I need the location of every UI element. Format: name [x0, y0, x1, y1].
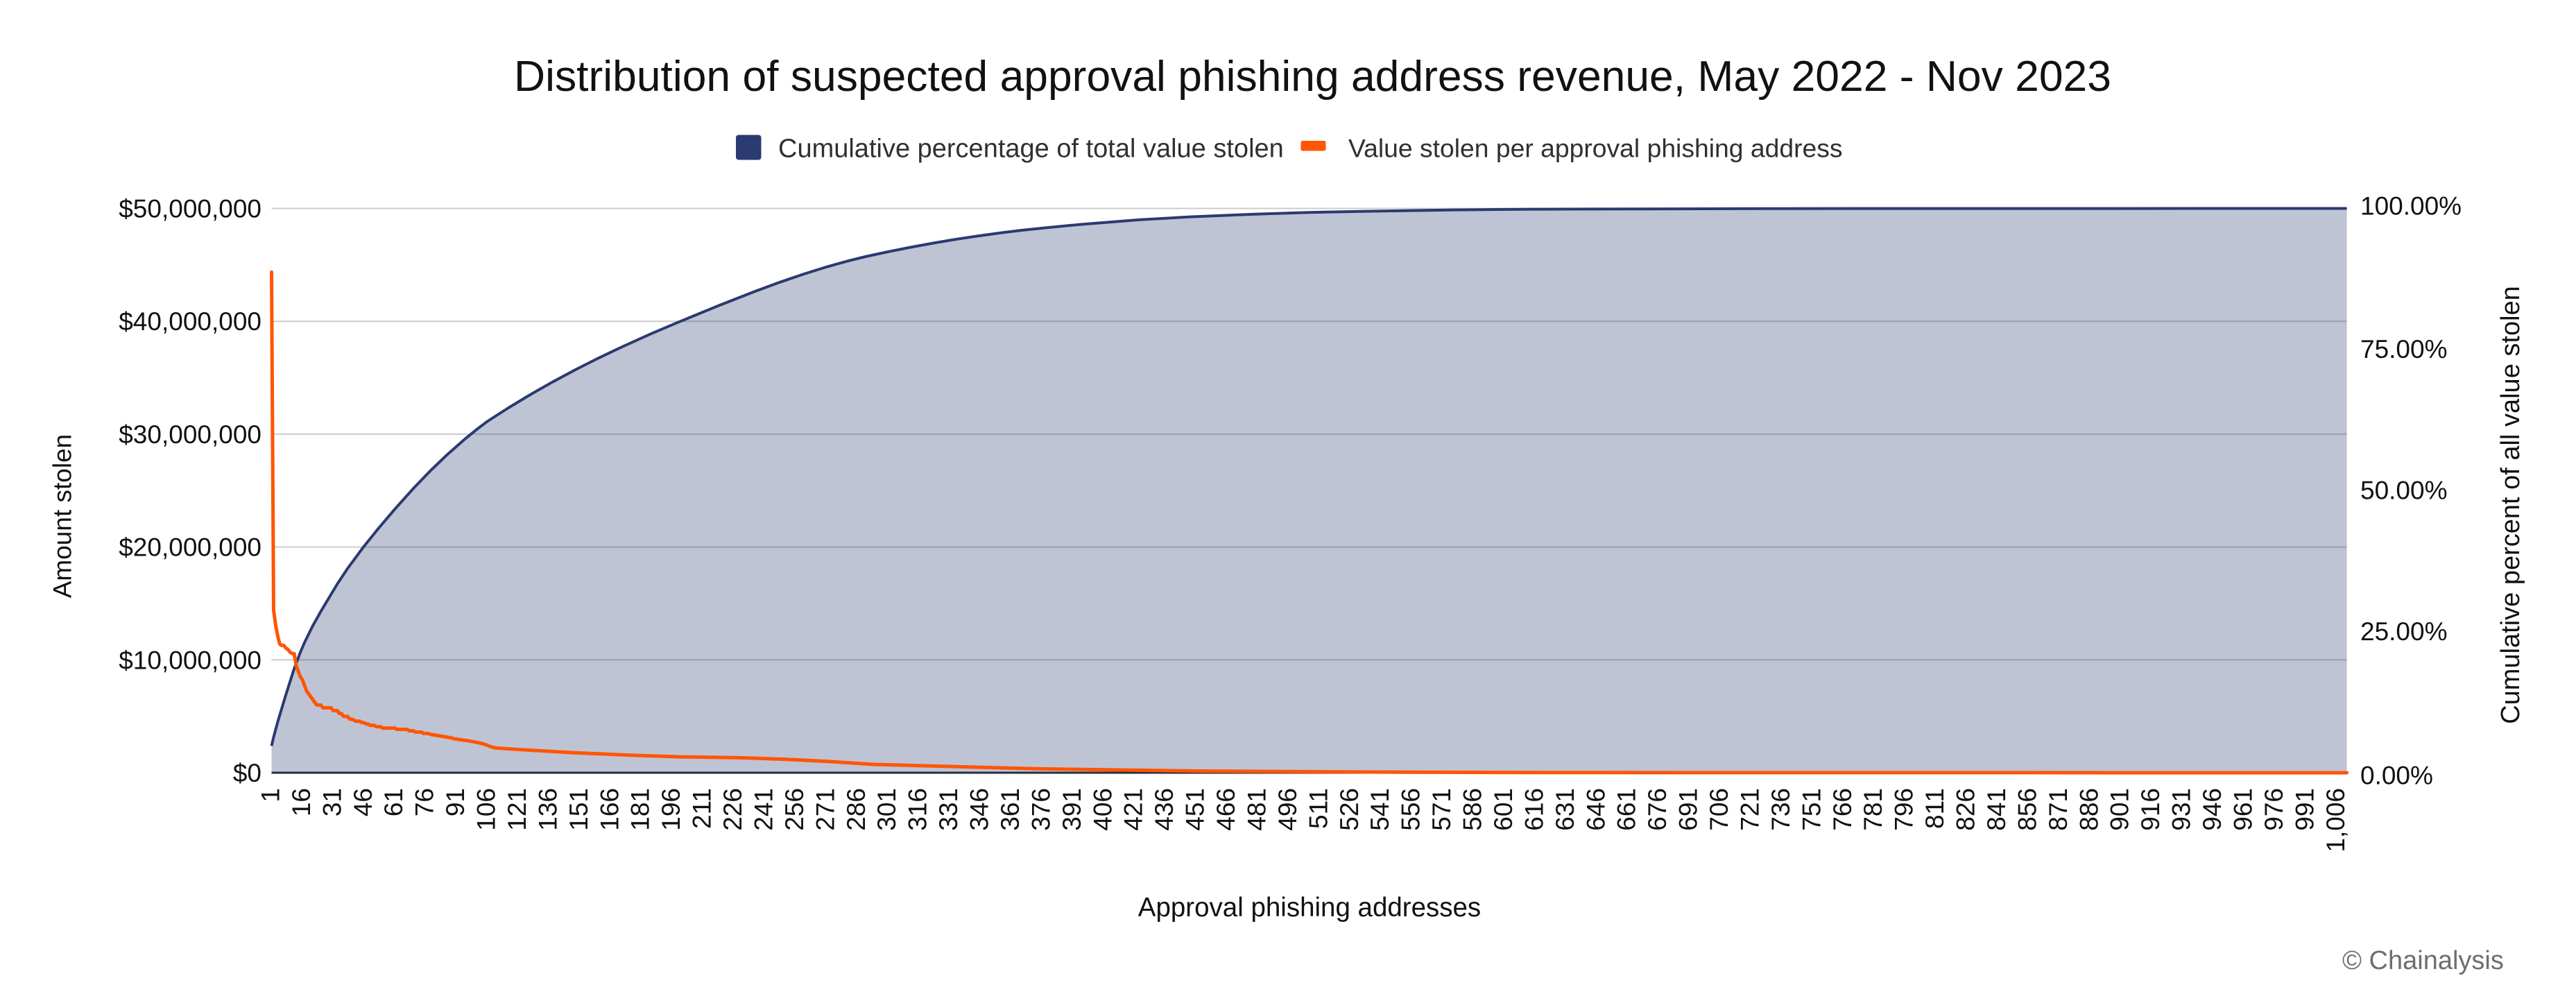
svg-text:Value stolen per approval phis: Value stolen per approval phishing addre… — [1348, 134, 1843, 163]
svg-text:721: 721 — [1736, 788, 1764, 831]
svg-text:$50,000,000: $50,000,000 — [119, 195, 261, 223]
svg-text:211: 211 — [688, 788, 716, 829]
svg-text:256: 256 — [780, 788, 809, 831]
svg-text:$40,000,000: $40,000,000 — [119, 307, 261, 336]
svg-text:511: 511 — [1304, 788, 1332, 829]
svg-text:1: 1 — [257, 788, 285, 803]
svg-text:76: 76 — [411, 788, 439, 816]
svg-text:886: 886 — [2075, 788, 2103, 831]
svg-text:451: 451 — [1181, 788, 1210, 831]
svg-text:Cumulative percentage of total: Cumulative percentage of total value sto… — [778, 135, 1284, 164]
svg-text:286: 286 — [842, 788, 870, 831]
svg-text:976: 976 — [2260, 788, 2288, 831]
svg-text:166: 166 — [595, 788, 624, 831]
svg-text:571: 571 — [1427, 788, 1456, 831]
svg-text:616: 616 — [1520, 788, 1548, 831]
svg-text:601: 601 — [1489, 788, 1518, 831]
svg-text:811: 811 — [1921, 788, 1949, 829]
svg-text:331: 331 — [934, 788, 963, 831]
svg-text:436: 436 — [1150, 788, 1178, 831]
svg-text:526: 526 — [1335, 788, 1364, 831]
svg-text:196: 196 — [657, 788, 685, 831]
svg-text:361: 361 — [996, 788, 1024, 831]
svg-text:466: 466 — [1212, 788, 1240, 831]
svg-text:691: 691 — [1674, 788, 1703, 831]
svg-text:481: 481 — [1243, 788, 1271, 831]
svg-text:736: 736 — [1767, 788, 1795, 831]
svg-text:826: 826 — [1952, 788, 1980, 831]
svg-text:$10,000,000: $10,000,000 — [119, 646, 261, 674]
svg-text:Cumulative percent of all valu: Cumulative percent of all value stolen — [2496, 286, 2525, 724]
svg-text:© Chainalysis: © Chainalysis — [2342, 946, 2504, 975]
svg-text:706: 706 — [1705, 788, 1733, 831]
svg-text:496: 496 — [1273, 788, 1302, 831]
svg-text:16: 16 — [287, 788, 316, 816]
svg-text:661: 661 — [1613, 788, 1641, 831]
svg-text:241: 241 — [750, 788, 778, 831]
svg-text:631: 631 — [1551, 788, 1579, 831]
svg-text:46: 46 — [349, 788, 377, 816]
svg-text:91: 91 — [441, 788, 470, 816]
svg-text:Amount stolen: Amount stolen — [49, 434, 77, 599]
svg-text:871: 871 — [2044, 788, 2072, 831]
svg-text:50.00%: 50.00% — [2360, 477, 2448, 505]
svg-text:226: 226 — [719, 788, 747, 831]
svg-text:856: 856 — [2013, 788, 2041, 831]
svg-text:346: 346 — [965, 788, 994, 831]
svg-text:271: 271 — [811, 788, 839, 831]
svg-text:0.00%: 0.00% — [2360, 762, 2433, 790]
svg-text:421: 421 — [1119, 788, 1148, 831]
svg-text:61: 61 — [379, 788, 408, 816]
svg-text:151: 151 — [565, 788, 593, 831]
svg-text:100.00%: 100.00% — [2360, 192, 2462, 221]
svg-text:406: 406 — [1088, 788, 1117, 831]
svg-text:25.00%: 25.00% — [2360, 617, 2448, 646]
svg-text:$20,000,000: $20,000,000 — [119, 533, 261, 562]
svg-text:841: 841 — [1982, 788, 2011, 831]
svg-text:931: 931 — [2167, 788, 2196, 831]
svg-text:901: 901 — [2106, 788, 2134, 831]
svg-text:136: 136 — [533, 788, 562, 831]
svg-text:556: 556 — [1397, 788, 1425, 831]
svg-text:916: 916 — [2136, 788, 2165, 831]
svg-text:Approval phishing addresses: Approval phishing addresses — [1138, 893, 1481, 923]
svg-text:946: 946 — [2198, 788, 2226, 831]
svg-text:106: 106 — [472, 788, 501, 831]
svg-text:316: 316 — [904, 788, 932, 831]
svg-text:181: 181 — [626, 788, 655, 831]
svg-text:781: 781 — [1859, 788, 1887, 831]
svg-text:376: 376 — [1027, 788, 1055, 831]
svg-text:31: 31 — [318, 788, 346, 816]
svg-text:586: 586 — [1459, 788, 1487, 831]
svg-text:766: 766 — [1828, 788, 1857, 831]
svg-text:646: 646 — [1581, 788, 1610, 831]
svg-text:796: 796 — [1890, 788, 1918, 831]
svg-text:991: 991 — [2290, 788, 2319, 831]
svg-text:Distribution of suspected appr: Distribution of suspected approval phish… — [514, 53, 2111, 101]
svg-text:1,006: 1,006 — [2321, 788, 2350, 852]
svg-text:751: 751 — [1797, 788, 1826, 831]
svg-text:$30,000,000: $30,000,000 — [119, 420, 261, 449]
svg-text:75.00%: 75.00% — [2360, 335, 2448, 363]
svg-text:301: 301 — [873, 788, 901, 831]
svg-text:121: 121 — [503, 788, 531, 831]
svg-text:391: 391 — [1058, 788, 1086, 831]
svg-text:676: 676 — [1643, 788, 1672, 831]
svg-text:961: 961 — [2229, 788, 2258, 831]
svg-text:541: 541 — [1366, 788, 1394, 831]
svg-text:$0: $0 — [233, 759, 261, 787]
